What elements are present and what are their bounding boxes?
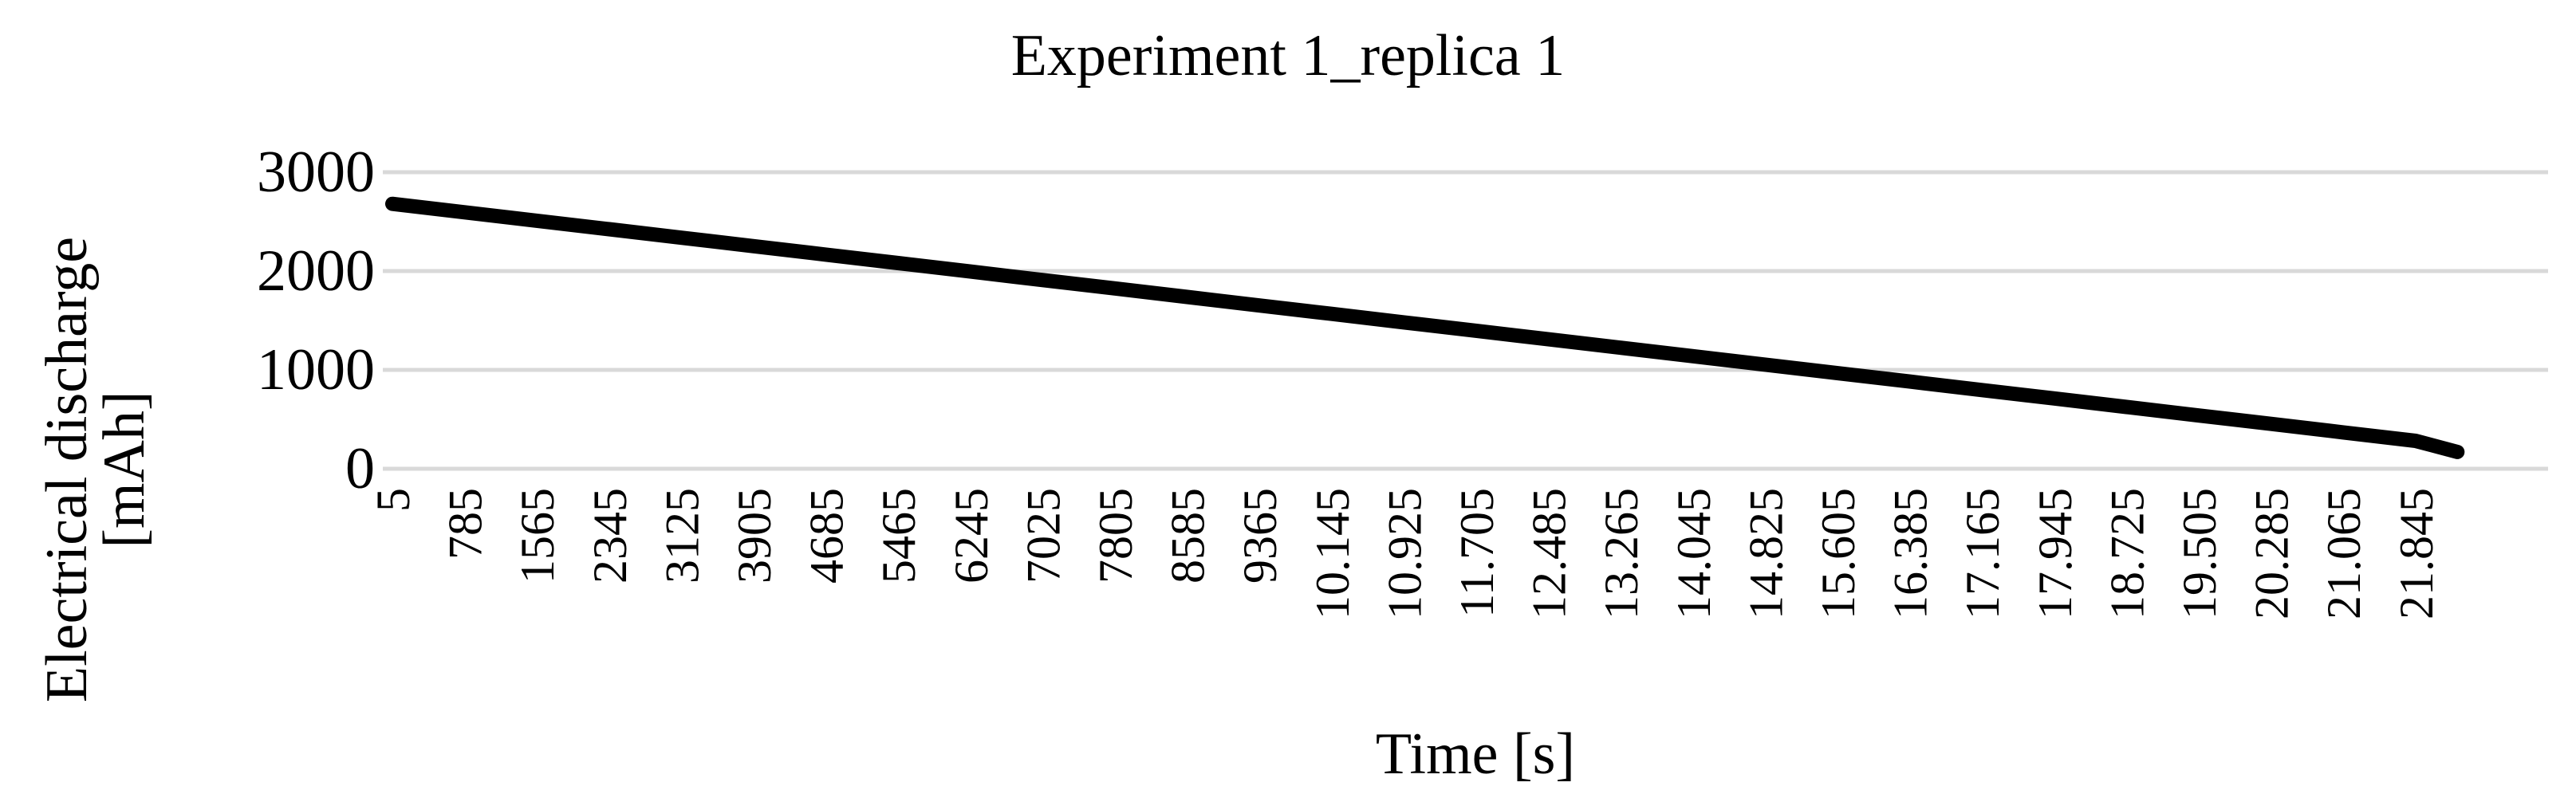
x-tick-label: 5 (367, 488, 419, 512)
x-tick-label: 8585 (1162, 488, 1215, 584)
x-tick-label: 1565 (511, 488, 564, 584)
x-tick-label: 3125 (656, 488, 708, 584)
gridlines (383, 170, 2548, 471)
x-tick-label: 7805 (1089, 488, 1142, 584)
x-tick-label: 20.285 (2246, 488, 2298, 619)
x-tick-label: 21.065 (2318, 488, 2370, 619)
x-tick-label: 3905 (728, 488, 781, 584)
y-axis-label: Electrical discharge [mAh] (34, 237, 157, 702)
x-tick-label: 13.265 (1595, 488, 1648, 619)
series-layer (385, 196, 2465, 459)
x-tick-label: 14.045 (1668, 488, 1720, 619)
x-tick-label: 4685 (801, 488, 853, 584)
x-tick-label: 14.825 (1739, 488, 1792, 619)
x-tick-label: 12.485 (1523, 488, 1576, 619)
x-tick-label: 5465 (872, 488, 925, 584)
x-tick-label: 9365 (1234, 488, 1286, 584)
x-axis-label: Time [s] (1376, 721, 1575, 787)
x-tick-label: 21.845 (2390, 488, 2443, 619)
x-tick-label: 10.925 (1378, 488, 1431, 619)
x-axis-ticks: 5 785 1565 2345 3125 3905 4685 5465 6245 7025 7805… (367, 488, 2443, 619)
x-tick-label: 785 (439, 488, 492, 560)
x-tick-label: 2345 (584, 488, 636, 584)
chart-title: Experiment 1_replica 1 (1011, 23, 1566, 88)
y-tick-label: 2000 (257, 238, 375, 304)
y-tick-label: 0 (345, 436, 375, 501)
y-axis-label-line-2: [mAh] (92, 391, 157, 548)
y-axis-label-line-1: Electrical discharge (34, 237, 100, 702)
y-tick-label: 3000 (257, 140, 375, 205)
x-tick-label: 6245 (945, 488, 998, 584)
x-tick-label: 11.705 (1451, 488, 1503, 618)
series-line-1 (385, 196, 2465, 459)
x-tick-label: 10.145 (1306, 488, 1359, 619)
x-tick-label: 7025 (1017, 488, 1069, 584)
y-tick-label: 1000 (257, 337, 375, 403)
x-tick-label: 15.605 (1812, 488, 1865, 619)
x-tick-label: 18.725 (2101, 488, 2153, 619)
x-tick-label: 17.945 (2029, 488, 2082, 619)
x-tick-label: 17.165 (1956, 488, 2009, 619)
x-tick-label: 16.385 (1885, 488, 1937, 619)
x-tick-label: 19.505 (2173, 488, 2226, 619)
y-axis-ticks: 0 1000 2000 3000 (257, 140, 375, 501)
